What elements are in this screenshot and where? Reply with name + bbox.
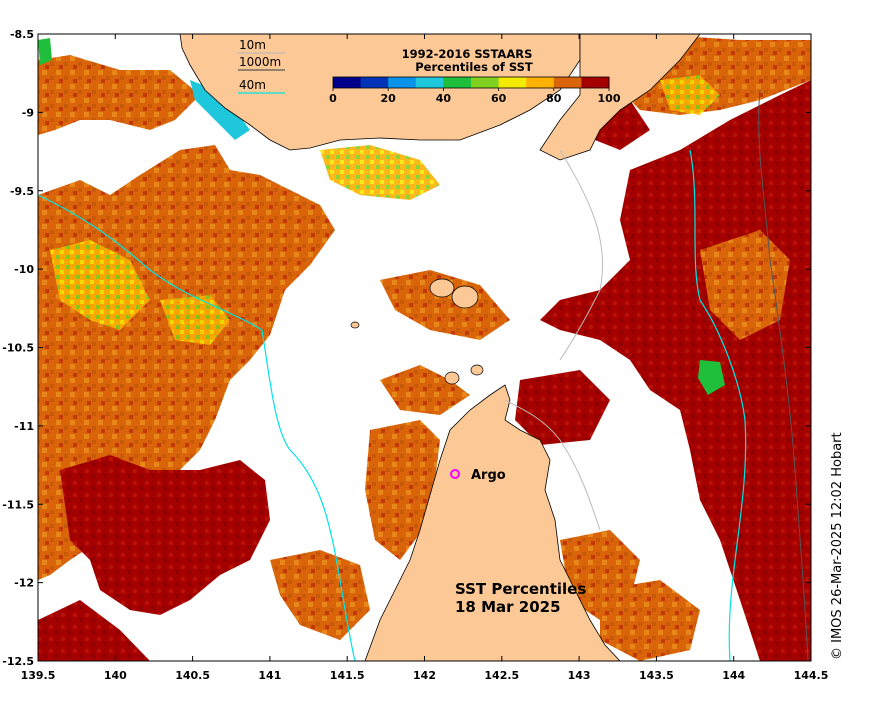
colorbar-tick-label: 20 xyxy=(381,92,397,105)
sst-cool-patch-northwest xyxy=(190,80,250,140)
sst-warm-anomaly-northwest xyxy=(38,55,200,135)
colorbar-swatch xyxy=(553,77,582,88)
sst-warm-anomaly-strait xyxy=(380,270,510,340)
y-tick-label: -8.5 xyxy=(10,28,34,41)
depth-legend: 10m 1000m 40m xyxy=(238,38,285,94)
isobath-10m-strait xyxy=(559,149,604,361)
island-strait-4 xyxy=(470,364,484,376)
map-title-line2: 18 Mar 2025 xyxy=(455,598,561,616)
land-cape-york xyxy=(364,384,621,661)
y-tick-label: -9.5 xyxy=(10,185,34,198)
x-tick-label: 140 xyxy=(104,669,127,682)
land-new-guinea-east xyxy=(539,34,701,161)
colorbar-tick-label: 0 xyxy=(329,92,337,105)
y-tick-label: -11 xyxy=(14,420,34,433)
y-axis: -8.5 -9 -9.5 -10 -10.5 -11 -11.5 -12 -12.5 xyxy=(2,28,811,668)
depth-label-40m: 40m xyxy=(239,78,266,92)
y-tick-label: -12 xyxy=(14,577,34,590)
island-strait-5 xyxy=(350,321,360,329)
y-tick-label: -11.5 xyxy=(2,498,34,511)
map-title-line1: SST Percentiles xyxy=(455,580,586,598)
isobath-1000m-east xyxy=(758,89,809,661)
x-tick-label: 142 xyxy=(413,669,436,682)
island-strait-3 xyxy=(444,371,460,385)
sst-yellow-patch-northeast xyxy=(660,75,720,115)
island-strait-1 xyxy=(429,278,455,298)
sst-yellow-patch-central-west xyxy=(160,295,230,345)
depth-label-1000m: 1000m xyxy=(239,55,281,69)
colorbar-swatch xyxy=(443,77,472,88)
y-tick-label: -10.5 xyxy=(2,342,34,355)
land-new-guinea xyxy=(179,34,581,151)
colorbar-swatch xyxy=(415,77,444,88)
sst-yellow-patch-west xyxy=(50,240,150,330)
x-tick-label: 143 xyxy=(568,669,591,682)
x-tick-label: 144 xyxy=(722,669,745,682)
colorbar-swatch xyxy=(471,77,500,88)
x-tick-label: 141.5 xyxy=(330,669,365,682)
colorbar-tick-label: 80 xyxy=(546,92,562,105)
y-tick-label: -12.5 xyxy=(2,655,34,668)
sst-warm-anomaly-strait-south xyxy=(380,365,470,415)
x-tick-label: 143.5 xyxy=(639,669,674,682)
colorbar-title-line2: Percentiles of SST xyxy=(415,60,533,74)
colorbar-swatch xyxy=(388,77,417,88)
sst-warm-anomaly-east-shelf xyxy=(700,230,790,340)
argo-float-marker[interactable] xyxy=(450,469,460,479)
depth-label-10m: 10m xyxy=(239,38,266,52)
credit-text: © IMOS 26-Mar-2025 12:02 Hobart xyxy=(830,432,845,660)
colorbar-swatch xyxy=(333,77,362,88)
sst-cool-patch-corner xyxy=(38,38,52,65)
colorbar-title-line1: 1992-2016 SSTAARS xyxy=(402,47,533,61)
colorbar-tick-label: 100 xyxy=(598,92,621,105)
x-tick-label: 139.5 xyxy=(21,669,56,682)
colorbar-ticks: 0 20 40 60 80 100 xyxy=(329,88,621,105)
sst-hot-anomaly-central-east xyxy=(515,370,610,445)
colorbar-swatch xyxy=(360,77,389,88)
colorbar-frame xyxy=(332,76,610,89)
isobath-10m-cape xyxy=(504,399,601,531)
colorbar-tick-label: 40 xyxy=(436,92,452,105)
y-tick-label: -9 xyxy=(22,106,34,119)
sst-warm-anomaly-southeast-2 xyxy=(600,580,700,661)
x-axis: 139.5 140 140.5 141 141.5 142 142.5 143 143.5 144… xyxy=(21,34,829,682)
argo-float-label: Argo xyxy=(471,468,506,483)
x-tick-label: 141 xyxy=(258,669,281,682)
isobath-40m-east xyxy=(689,149,747,661)
island-strait-2 xyxy=(451,285,479,309)
x-tick-label: 142.5 xyxy=(484,669,519,682)
y-tick-label: -10 xyxy=(14,263,34,276)
x-tick-label: 144.5 xyxy=(794,669,829,682)
colorbar-swatch xyxy=(581,77,610,88)
colorbar-tick-label: 60 xyxy=(491,92,507,105)
isobath-40m-west xyxy=(38,194,356,661)
colorbar: 1992-2016 SSTAARS Percentiles of SST 0 20… xyxy=(329,47,621,105)
colorbar-swatch xyxy=(526,77,555,88)
sst-hot-anomaly-southwest xyxy=(60,455,270,615)
colorbar-swatch xyxy=(498,77,527,88)
sst-warm-anomaly-south xyxy=(270,550,370,640)
sst-hot-anomaly-southwest-edge xyxy=(38,600,150,661)
sst-yellow-patch-north xyxy=(320,145,440,200)
colorbar-swatches xyxy=(333,77,610,88)
x-tick-label: 140.5 xyxy=(175,669,210,682)
sst-hot-anomaly-east xyxy=(540,80,811,661)
sst-field xyxy=(38,34,811,661)
sst-cool-patch-east xyxy=(698,360,725,395)
